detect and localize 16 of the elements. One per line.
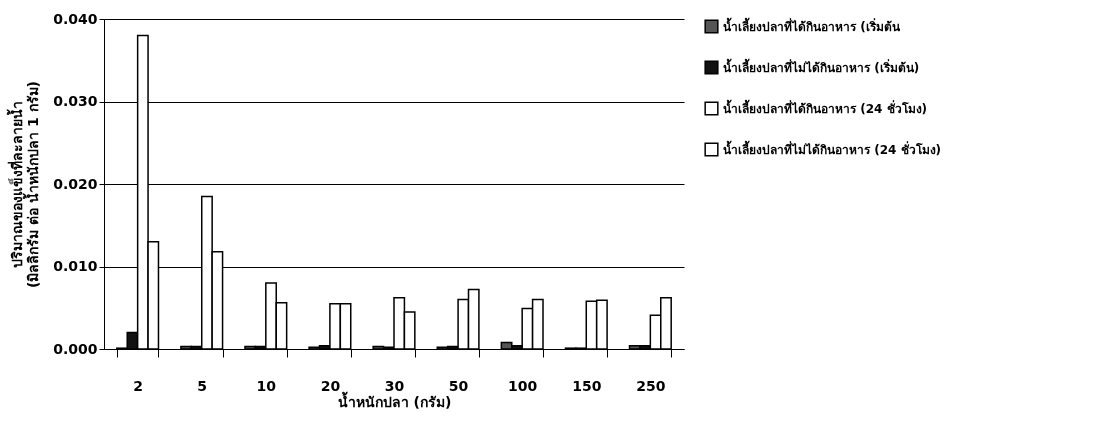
x-tick-label: 2 xyxy=(133,377,144,394)
x-tick-label: 5 xyxy=(197,377,208,394)
legend-label: น้ำเลี้ยงปลาที่ไม่ได้กินอาหาร (เริ่มต้น) xyxy=(723,57,920,75)
y-tick-label: 0.010 xyxy=(53,258,98,274)
legend-label: น้ำเลี้ยงปลาที่ได้กินอาหาร (24 ชั่วโมง) xyxy=(723,98,928,116)
legend-label: น้ำเลี้ยงปลาที่ไม่ได้กินอาหาร (24 ชั่วโมง) xyxy=(723,139,942,157)
y-tick-label: 0.020 xyxy=(53,175,98,192)
x-tick-label: 150 xyxy=(572,377,602,394)
y-axis-title: ปริมาณของแข็งที่ละลายน้ำ (มิลลิกรัม ต่อ น้ำหนักปลา 1 กรัม) xyxy=(6,80,42,289)
legend-label: น้ำเลี้ยงปลาที่ได้กินอาหาร (เริ่มต้น xyxy=(723,16,901,34)
x-tick-label: 100 xyxy=(508,377,538,394)
y-tick-label: 0.040 xyxy=(53,10,98,27)
y-tick-label: 0.030 xyxy=(53,93,98,109)
x-tick-label: 10 xyxy=(256,377,277,394)
x-tick-label: 250 xyxy=(636,377,666,394)
y-tick-label: 0.000 xyxy=(53,340,98,357)
